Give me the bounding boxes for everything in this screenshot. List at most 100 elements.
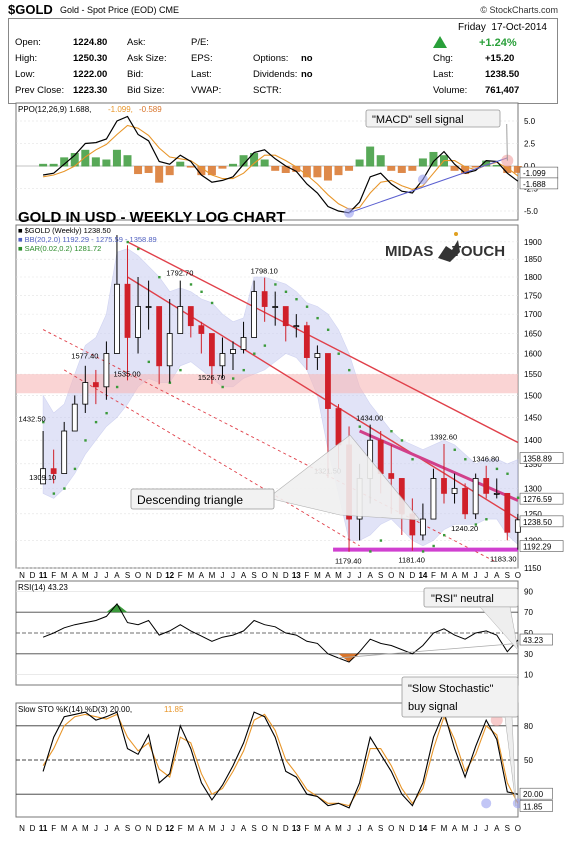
triangle-annotation-box <box>130 488 275 510</box>
sar-dot <box>189 283 193 286</box>
sto-x-axis-label: M <box>335 824 342 833</box>
ppo-histogram-bar <box>408 166 417 171</box>
price-candle-body <box>92 382 99 388</box>
price-candle-body <box>124 283 131 338</box>
price-x-axis-label: J <box>358 571 362 580</box>
price-candle-body <box>156 306 163 367</box>
sto-annotation-line1: "Slow Stochastic" <box>408 683 494 695</box>
ppo-histogram-bar <box>397 166 406 173</box>
price-x-axis-label: F <box>431 571 436 580</box>
last-value: 1238.50 <box>485 69 520 80</box>
price-candle-body <box>240 337 247 350</box>
price-x-axis-label: 13 <box>292 571 301 580</box>
ppo-histogram-bar <box>513 166 522 173</box>
ppo-histogram-bar <box>218 166 227 169</box>
logo-bull-icon <box>438 240 460 262</box>
sar-dot <box>126 240 129 244</box>
sto-x-axis-label: N <box>146 824 152 833</box>
price-tick-label: 1700 <box>524 310 542 319</box>
channel-lower-dashed <box>42 329 497 563</box>
price-x-axis-label: J <box>231 571 235 580</box>
low-label: Low: <box>15 69 36 80</box>
price-tick-label: 1600 <box>524 349 542 358</box>
bb-mid-last-box <box>519 492 564 505</box>
quote-date: Friday 17-Oct-2014 <box>458 22 547 33</box>
price-x-axis-label: M <box>335 571 342 580</box>
sar-dot <box>242 368 245 372</box>
price-point-label: 1181.40 <box>398 556 425 565</box>
price-candle-body <box>441 478 447 494</box>
bb-legend: ■ BB(20,2.0) 1192.29 - 1275.59 - 1358.89 <box>18 235 157 244</box>
price-point-label: 1577.40 <box>71 352 98 361</box>
options-label: Options: <box>253 53 289 64</box>
sto-x-axis-label: O <box>262 824 268 833</box>
price-candle-body <box>272 306 279 308</box>
ppo-histogram-bar <box>250 153 259 167</box>
price-x-axis-label: 12 <box>165 571 174 580</box>
sto-last-d: 11.85 <box>523 802 543 811</box>
price-point-label: 1792.70 <box>166 269 193 278</box>
sar-dot <box>421 550 425 553</box>
price-candle-body <box>419 518 426 536</box>
bid-label: Bid: <box>127 69 144 80</box>
price-candle-body <box>504 492 511 533</box>
macd-annotation-leader <box>506 123 508 161</box>
sto-x-axis-label: J <box>104 824 108 833</box>
sto-x-axis-label: M <box>82 824 89 833</box>
sto-x-axis-label: 13 <box>292 824 301 833</box>
price-candle-body <box>451 487 458 494</box>
price-point-label: 1535.00 <box>114 369 141 378</box>
price-tick-label: 1500 <box>524 391 542 400</box>
price-candle-body <box>135 306 141 338</box>
rsi-trendline <box>338 643 518 659</box>
sto-x-axis-label: M <box>61 824 68 833</box>
price-candle-body <box>40 468 46 485</box>
bb-lower-last-box <box>519 540 564 552</box>
price-x-axis-label: A <box>241 571 247 580</box>
price-legend: ■ $GOLD (Weekly) 1238.50 <box>18 226 111 235</box>
sar-dot <box>84 439 87 442</box>
price-candle-body <box>335 408 342 446</box>
sto-x-axis-label: J <box>94 824 98 833</box>
channel-upper-line <box>127 241 519 444</box>
rsi-last: 43.23 <box>523 636 544 645</box>
sar-dot <box>432 544 435 548</box>
brand-credit[interactable]: © StockCharts.com <box>480 5 558 15</box>
sar-dot <box>474 523 478 526</box>
rsi-annotation: "RSI" neutral <box>431 593 494 605</box>
price-candle-body <box>251 291 258 338</box>
price-point-label: 1346.80 <box>472 454 499 463</box>
price-candle-body <box>187 306 194 327</box>
dividends-label: Dividends: <box>253 69 298 80</box>
rsi-tick-label: 90 <box>524 587 533 596</box>
sar-dot <box>316 316 319 320</box>
price-x-axis-label: M <box>187 571 194 580</box>
sar-dot <box>443 533 446 537</box>
ppo-histogram-bar <box>81 149 90 167</box>
ppo-histogram-bar <box>197 166 206 176</box>
sto-x-axis-label: A <box>72 824 78 833</box>
ppo-histogram-bar <box>355 159 364 167</box>
sto-x-axis-label: J <box>474 824 478 833</box>
quote-box: Friday 17-Oct-2014 Open: 1224.80 High: 1… <box>8 18 558 104</box>
macd-annotation: "MACD" sell signal <box>372 114 464 126</box>
price-candle-body <box>303 325 310 358</box>
ppo-histogram-bar <box>482 160 491 167</box>
sar-dot <box>42 420 45 424</box>
sar-dot <box>379 539 383 542</box>
eps-label: EPS: <box>191 53 213 64</box>
sar-dot <box>105 411 108 415</box>
high-value: 1250.30 <box>73 53 108 64</box>
price-x-axis-label: M <box>209 571 216 580</box>
ppo-histogram-bar <box>492 164 501 167</box>
price-x-axis-label: D <box>30 571 36 580</box>
ppo-signal-line <box>43 124 519 210</box>
price-x-axis-label: S <box>125 571 130 580</box>
bb-upper-last-box <box>519 452 564 464</box>
symbol-title: $GOLD <box>8 2 53 17</box>
ppo-histogram-bar <box>292 166 301 172</box>
ppo-histogram-bar <box>70 153 79 167</box>
price-tick-label: 1450 <box>524 413 542 422</box>
sar-dot <box>158 275 161 279</box>
price-x-axis-label: A <box>325 571 331 580</box>
